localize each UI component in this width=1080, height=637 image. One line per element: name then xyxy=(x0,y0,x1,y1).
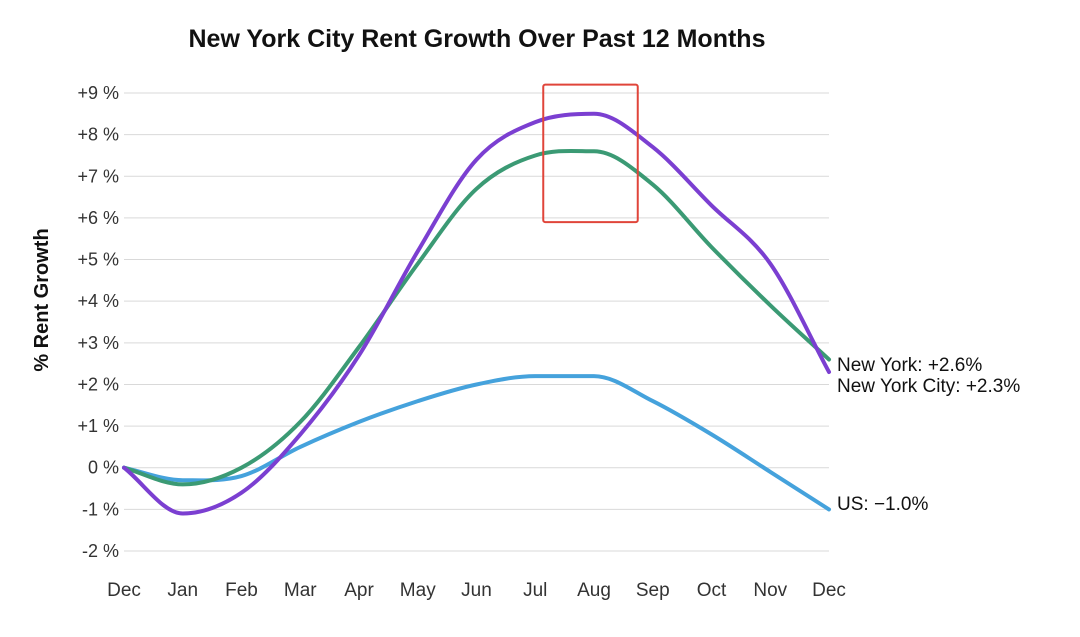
series-end-label-newyork: New York: +2.6% xyxy=(837,355,982,376)
y-tick-label: +3 % xyxy=(77,333,119,353)
series-end-labels: New York City: +2.3%New York: +2.6% US: −… xyxy=(837,355,1020,515)
y-tick-label: +2 % xyxy=(77,374,119,394)
y-tick-label: +9 % xyxy=(77,83,119,103)
x-tick-label: Apr xyxy=(344,580,374,601)
x-tick-label: Feb xyxy=(225,580,258,601)
highlight-box xyxy=(542,83,639,224)
chart-title: New York City Rent Growth Over Past 12 M… xyxy=(189,25,766,53)
annotations xyxy=(542,83,639,224)
series-line-newyork xyxy=(122,148,831,487)
x-tick-label: Jul xyxy=(523,580,547,601)
y-tick-label: +8 % xyxy=(77,125,119,145)
x-axis-ticks: Dec Jan Feb Mar Apr May Jun Jul Aug Sep Oct Nov Dec xyxy=(107,580,846,601)
y-axis-label: % Rent Growth xyxy=(31,228,53,371)
x-tick-label: Dec xyxy=(812,580,846,601)
series-end-label-nycity: New York City: +2.3% xyxy=(837,376,1020,397)
y-axis-ticks: +9 % +8 % +7 % +6 % +5 % +4 % +3 % +2 % +1 % 0 % -… xyxy=(77,83,119,561)
x-tick-label: Dec xyxy=(107,580,141,601)
x-tick-label: Oct xyxy=(697,580,727,601)
series-line-nycity xyxy=(122,111,831,516)
y-tick-label: 0 % xyxy=(88,458,119,478)
series-line-us xyxy=(122,374,831,512)
y-tick-label: +4 % xyxy=(77,291,119,311)
x-tick-label: Sep xyxy=(636,580,670,601)
y-tick-label: +1 % xyxy=(77,416,119,436)
series-end-label-us: US: −1.0% xyxy=(837,494,928,515)
x-tick-label: May xyxy=(400,580,436,601)
y-tick-label: -1 % xyxy=(82,499,119,519)
series-lines xyxy=(122,111,831,516)
x-tick-label: Jun xyxy=(461,580,492,601)
x-tick-label: Nov xyxy=(753,580,787,601)
x-tick-label: Aug xyxy=(577,580,611,601)
y-tick-label: +6 % xyxy=(77,208,119,228)
y-tick-label: -2 % xyxy=(82,541,119,561)
x-tick-label: Mar xyxy=(284,580,317,601)
y-tick-label: +5 % xyxy=(77,250,119,270)
grid xyxy=(124,92,829,552)
x-tick-label: Jan xyxy=(167,580,198,601)
y-tick-label: +7 % xyxy=(77,166,119,186)
